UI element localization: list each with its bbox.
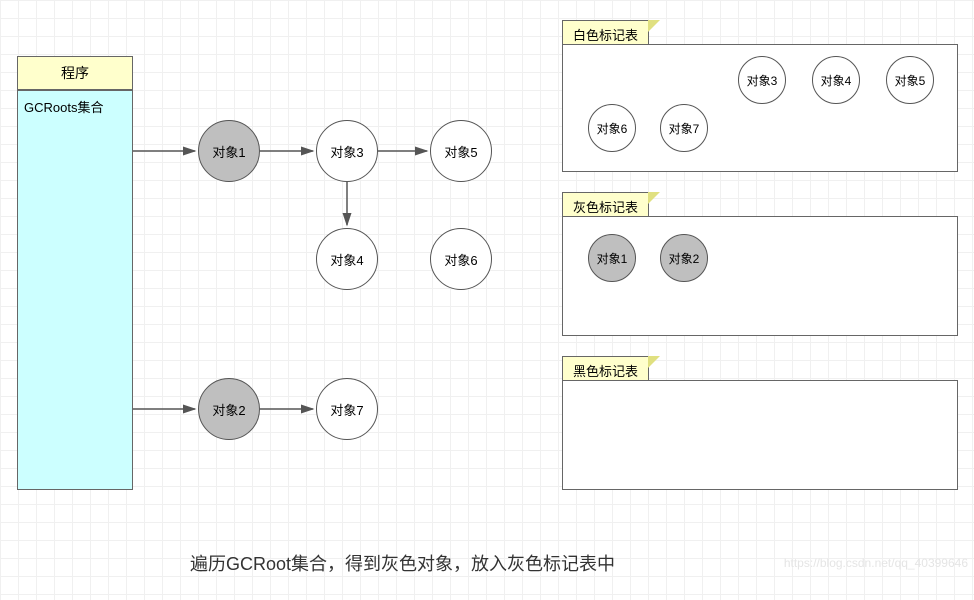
node-label: 对象3 xyxy=(747,72,778,89)
node-label: 对象4 xyxy=(821,72,852,89)
node-label: 对象2 xyxy=(669,250,700,267)
node-label: 对象1 xyxy=(597,250,628,267)
program-header-label: 程序 xyxy=(61,65,89,81)
gray-table-title-label: 灰色标记表 xyxy=(573,200,638,215)
caption-text: 遍历GCRoot集合，得到灰色对象，放入灰色标记表中 xyxy=(190,554,615,574)
node-label: 对象7 xyxy=(669,120,700,137)
gray-node: 对象2 xyxy=(660,234,708,282)
white-node: 对象6 xyxy=(588,104,636,152)
node-o2: 对象2 xyxy=(198,378,260,440)
black-table-box xyxy=(562,380,958,490)
node-label: 对象5 xyxy=(895,72,926,89)
gcroots-box: GCRoots集合 xyxy=(17,90,133,490)
node-label: 对象1 xyxy=(212,142,245,161)
watermark: https://blog.csdn.net/qq_40399646 xyxy=(784,556,968,570)
white-node: 对象5 xyxy=(886,56,934,104)
gray-node: 对象1 xyxy=(588,234,636,282)
node-o3: 对象3 xyxy=(316,120,378,182)
node-label: 对象6 xyxy=(444,250,477,269)
white-table-title-label: 白色标记表 xyxy=(573,28,638,43)
node-label: 对象5 xyxy=(444,142,477,161)
program-header: 程序 xyxy=(17,56,133,90)
node-o4: 对象4 xyxy=(316,228,378,290)
node-o5: 对象5 xyxy=(430,120,492,182)
node-o1: 对象1 xyxy=(198,120,260,182)
black-table-title-label: 黑色标记表 xyxy=(573,364,638,379)
white-node: 对象3 xyxy=(738,56,786,104)
node-label: 对象2 xyxy=(212,400,245,419)
white-node: 对象7 xyxy=(660,104,708,152)
gcroots-label: GCRoots集合 xyxy=(24,100,103,115)
node-label: 对象6 xyxy=(597,120,628,137)
watermark-text: https://blog.csdn.net/qq_40399646 xyxy=(784,556,968,570)
node-label: 对象3 xyxy=(330,142,363,161)
node-label: 对象4 xyxy=(330,250,363,269)
white-node: 对象4 xyxy=(812,56,860,104)
node-label: 对象7 xyxy=(330,400,363,419)
node-o7: 对象7 xyxy=(316,378,378,440)
caption: 遍历GCRoot集合，得到灰色对象，放入灰色标记表中 xyxy=(190,550,615,576)
node-o6: 对象6 xyxy=(430,228,492,290)
